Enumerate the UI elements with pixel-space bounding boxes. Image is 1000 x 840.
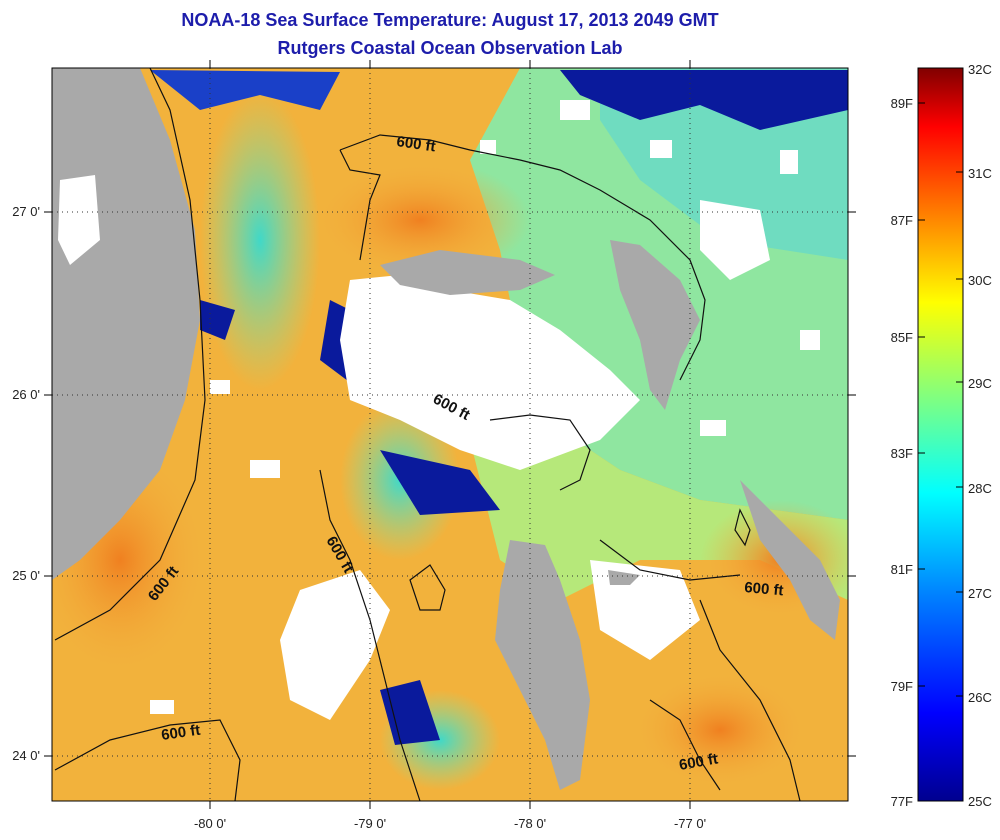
cb-f-85: 85F xyxy=(891,330,913,345)
cb-c-31: 31C xyxy=(968,166,992,181)
y-tick-2: 26 0' xyxy=(12,387,40,402)
land-eleuthera xyxy=(740,480,840,640)
contour-label-1: 600 ft xyxy=(395,133,436,155)
cb-f-79: 79F xyxy=(891,679,913,694)
land-abaco xyxy=(610,240,700,410)
land-andros xyxy=(495,540,590,790)
y-tick-4: 24 0' xyxy=(12,748,40,763)
cloud-bahama-bank xyxy=(340,275,640,470)
map-frame xyxy=(51,67,849,802)
contour-label-6: 600 ft xyxy=(160,722,201,744)
cb-c-32: 32C xyxy=(968,62,992,77)
x-tick-1: -80 0' xyxy=(194,816,226,831)
map-subtitle: Rutgers Coastal Ocean Observation Lab xyxy=(277,38,623,58)
cb-f-81: 81F xyxy=(891,562,913,577)
contour-label-5: 600 ft xyxy=(744,579,785,599)
cb-c-30: 30C xyxy=(968,273,992,288)
land-grand-bahama xyxy=(380,250,555,295)
x-tick-4: -77 0' xyxy=(674,816,706,831)
colorbar xyxy=(917,67,964,802)
depth-contours xyxy=(54,68,801,801)
cb-c-25: 25C xyxy=(968,794,992,809)
y-tick-3: 25 0' xyxy=(12,568,40,583)
cb-f-77: 77F xyxy=(891,794,913,809)
cb-f-87: 87F xyxy=(891,213,913,228)
cb-c-28: 28C xyxy=(968,481,992,496)
y-tick-1: 27 0' xyxy=(12,204,40,219)
cb-f-83: 83F xyxy=(891,446,913,461)
cb-c-29: 29C xyxy=(968,376,992,391)
cb-c-26: 26C xyxy=(968,690,992,705)
map-area xyxy=(52,68,848,801)
contour-label-7: 600 ft xyxy=(678,750,720,774)
map-title: NOAA-18 Sea Surface Temperature: August … xyxy=(181,10,719,30)
x-tick-2: -79 0' xyxy=(354,816,386,831)
graticule xyxy=(52,68,848,801)
cb-c-27: 27C xyxy=(968,586,992,601)
cb-f-89: 89F xyxy=(891,96,913,111)
x-tick-3: -78 0' xyxy=(514,816,546,831)
